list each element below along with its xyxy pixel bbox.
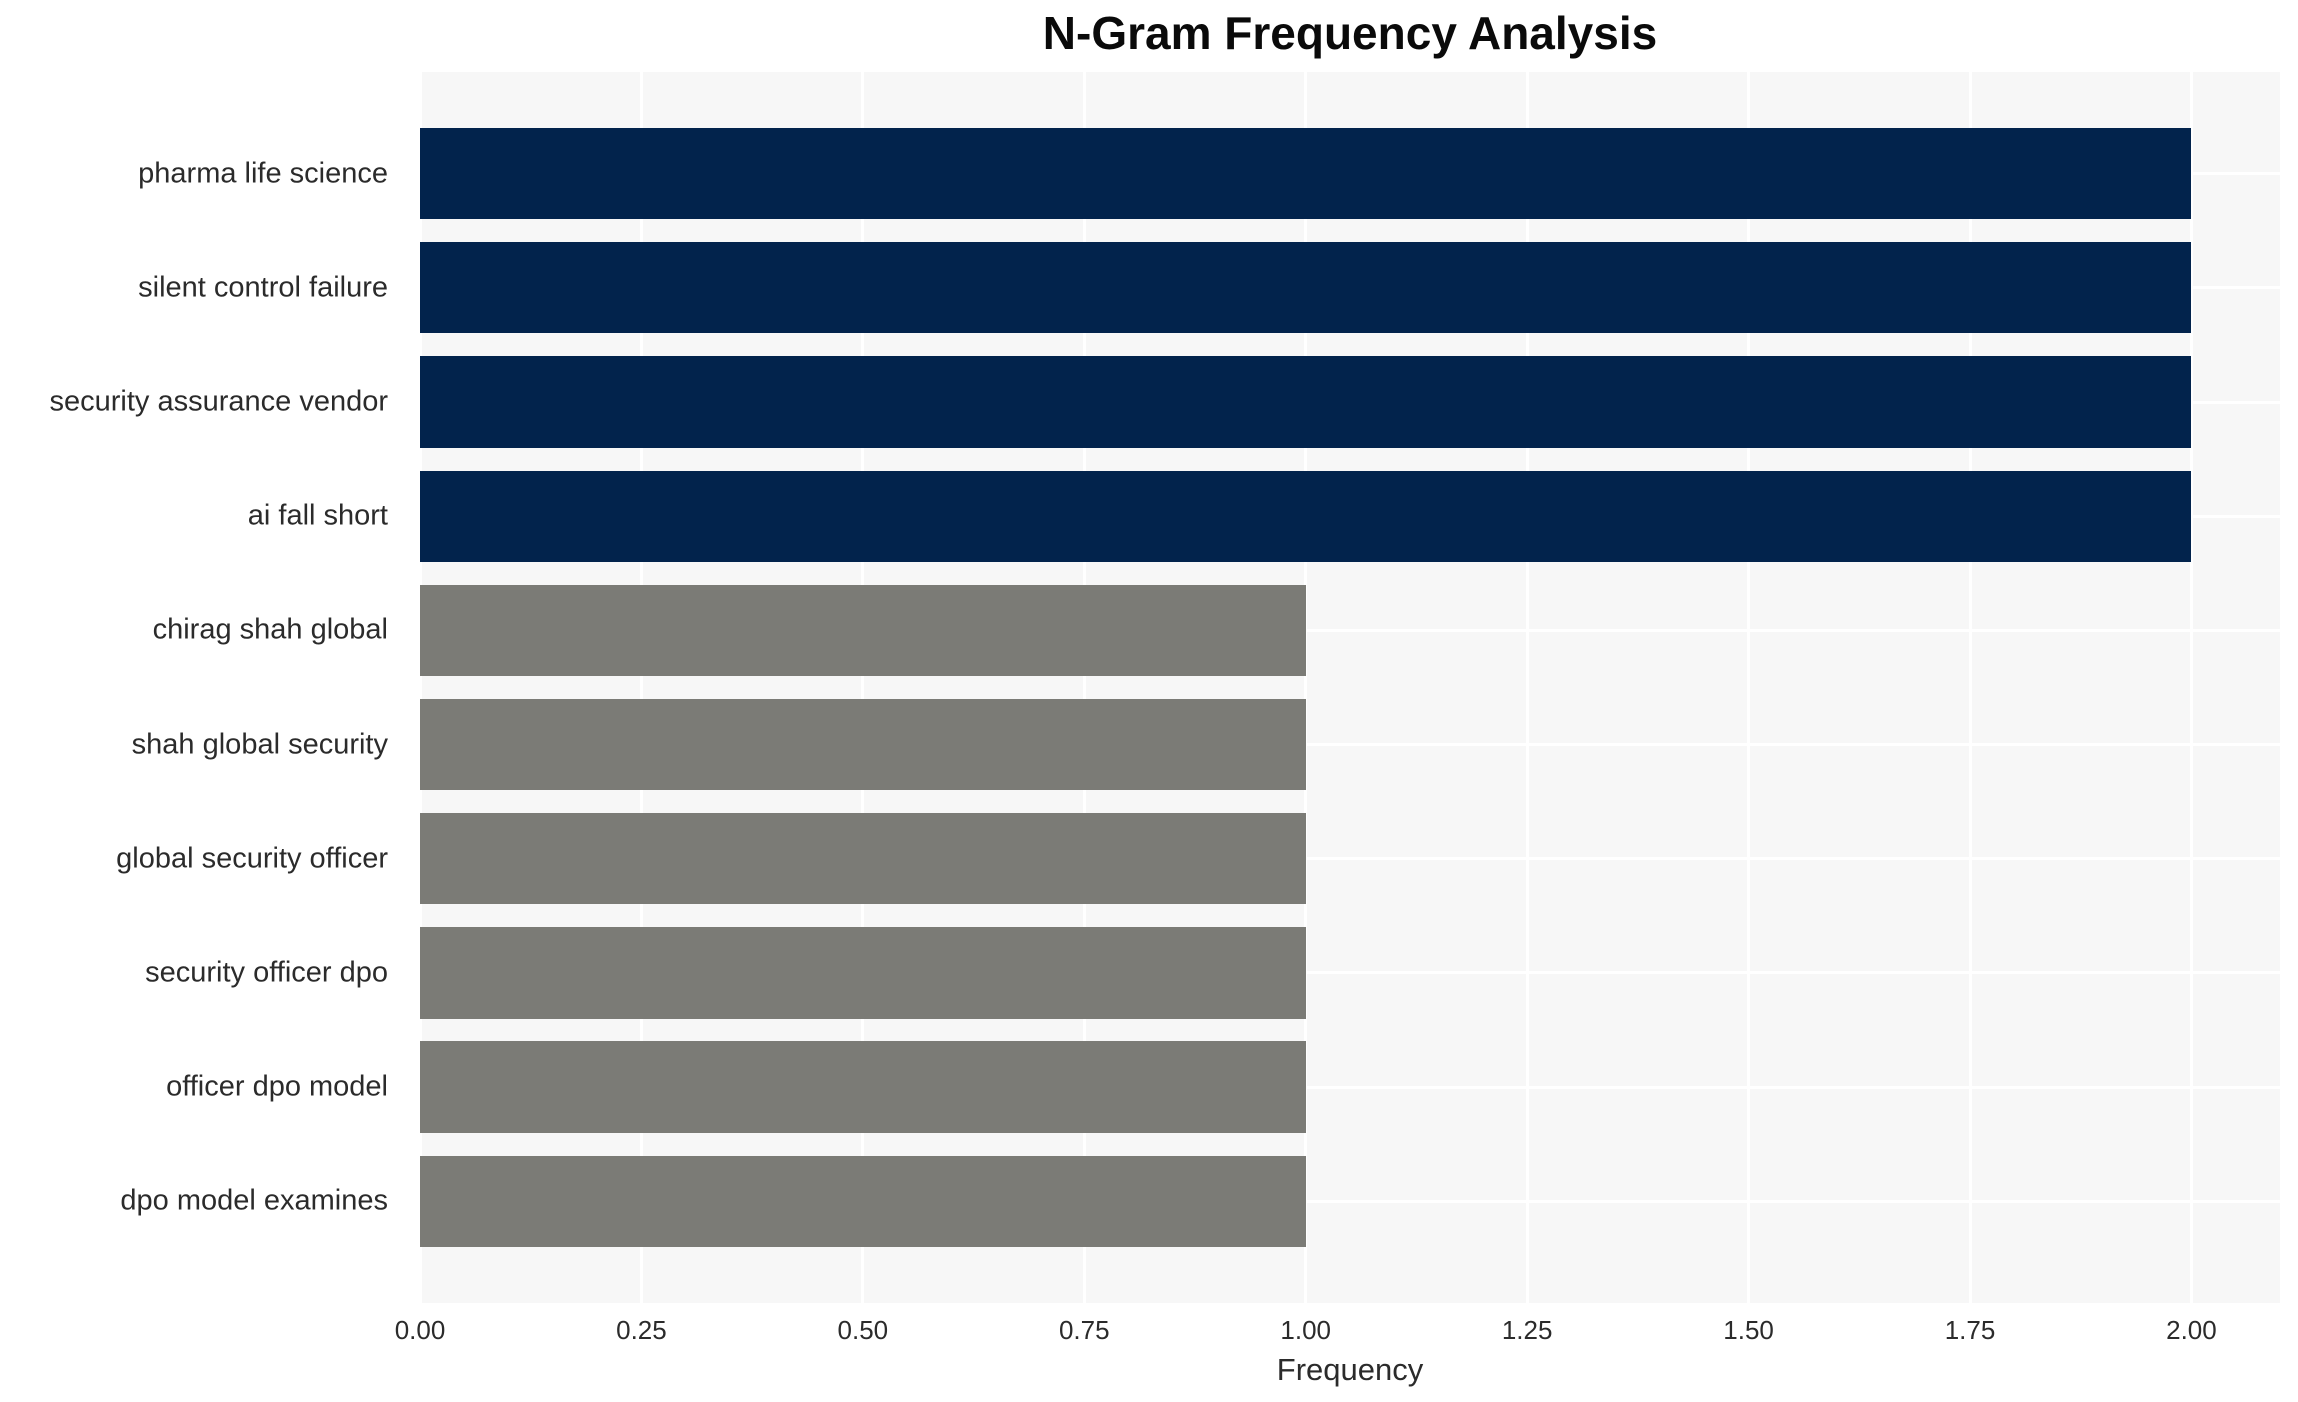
gridline-vertical	[2189, 72, 2193, 1303]
bar	[420, 813, 1306, 905]
y-tick-label: officer dpo model	[166, 1070, 388, 1103]
x-tick-label: 1.75	[1944, 1315, 1996, 1345]
bar	[420, 698, 1306, 791]
gridline-horizontal	[420, 743, 2280, 747]
gridline-horizontal	[420, 1199, 2280, 1203]
y-tick-label: silent control failure	[138, 271, 388, 304]
gridline-vertical	[1968, 72, 1972, 1303]
bar	[420, 927, 1306, 1019]
x-axis-label: Frequency	[1276, 1352, 1424, 1387]
bar	[420, 242, 2192, 334]
x-tick-label: 1.25	[1501, 1315, 1553, 1345]
bar	[420, 1155, 1306, 1248]
y-tick-label: ai fall short	[247, 499, 388, 532]
y-tick-label: global security officer	[116, 842, 388, 875]
gridline-horizontal	[420, 971, 2280, 975]
bar	[420, 127, 2192, 220]
x-tick-label: 1.00	[1280, 1315, 1332, 1345]
gridline-vertical	[420, 72, 422, 1303]
gridline-vertical	[1304, 72, 1308, 1303]
y-tick-label: chirag shah global	[152, 613, 388, 646]
bar	[420, 584, 1306, 677]
bar	[420, 356, 2192, 448]
gridline-vertical	[1525, 72, 1529, 1303]
x-tick-label: 0.75	[1058, 1315, 1110, 1345]
y-tick-label: dpo model examines	[120, 1184, 388, 1217]
y-tick-label: shah global security	[131, 728, 388, 761]
x-axis-ticks: 0.00 0.25 0.50 0.75 1.00 1.25 1.50 1.75 2.00	[395, 1315, 2280, 1351]
bar	[420, 1041, 1306, 1133]
gridline-vertical	[1082, 72, 1086, 1303]
gridline-vertical	[1747, 72, 1751, 1303]
plot-area	[420, 72, 2280, 1303]
y-tick-label: security assurance vendor	[49, 385, 389, 418]
gridline-horizontal	[420, 1085, 2280, 1089]
gridline-horizontal	[420, 857, 2280, 861]
y-axis-labels: pharma life science silent control failur…	[0, 72, 404, 1303]
gridline-vertical	[861, 72, 865, 1303]
y-tick-label: pharma life science	[138, 157, 388, 190]
gridline-horizontal	[420, 628, 2280, 632]
x-tick-label: 0.25	[616, 1315, 667, 1345]
gridline-vertical	[639, 72, 643, 1303]
chart-title: N-Gram Frequency Analysis	[1042, 7, 1658, 59]
x-tick-label: 1.50	[1723, 1315, 1774, 1345]
y-tick-label: security officer dpo	[145, 956, 388, 989]
bar	[420, 470, 2192, 562]
x-tick-label: 0.50	[837, 1315, 889, 1345]
x-tick-label: 0.00	[394, 1315, 446, 1345]
x-tick-label: 2.00	[2166, 1315, 2217, 1345]
